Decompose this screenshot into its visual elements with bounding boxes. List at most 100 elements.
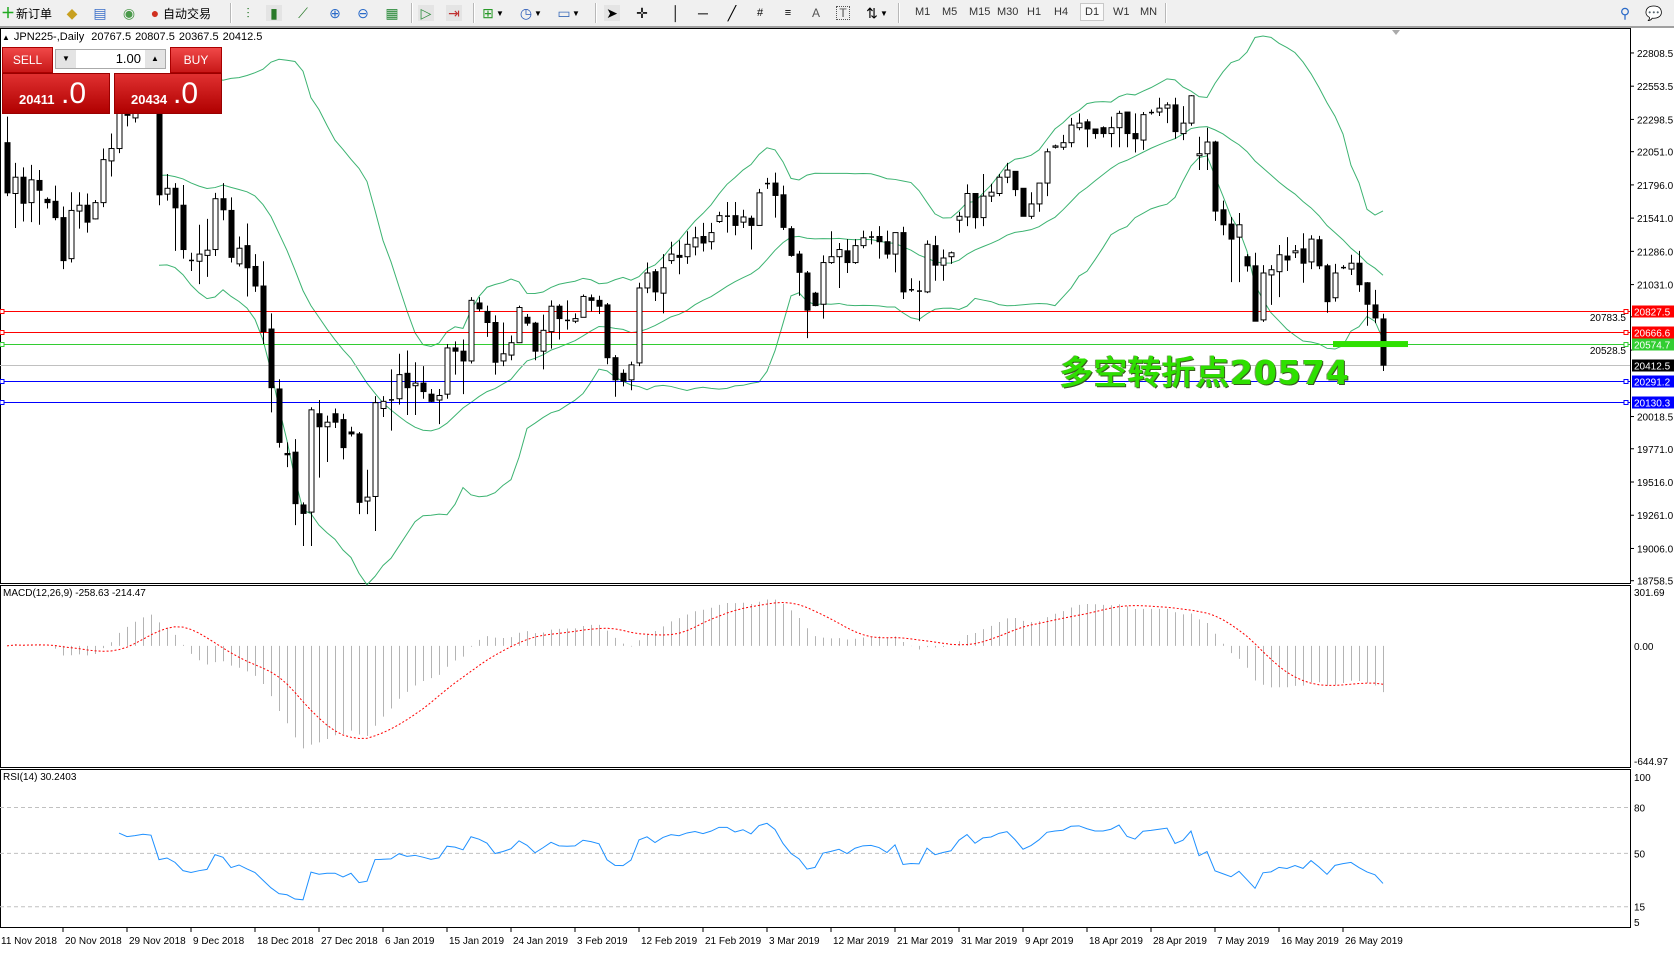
candle: [52, 185, 59, 221]
timeframe-m1[interactable]: M1: [915, 6, 931, 18]
new-chart-button[interactable]: ⊞ ▼: [480, 3, 504, 23]
zoom-in-button[interactable]: ⊕: [327, 3, 343, 23]
channel-button[interactable]: ≡: [780, 3, 796, 23]
candle: [1156, 97, 1163, 116]
level-line-handle: [1623, 330, 1629, 335]
candle-body: [260, 285, 267, 333]
chart-shift-button[interactable]: ⇥: [446, 3, 462, 23]
candle-body: [428, 393, 435, 402]
level-price-label: 20574.7: [1634, 341, 1671, 352]
timeframe-m30[interactable]: M30: [997, 6, 1019, 18]
price-tick-label-bg: [1582, 344, 1627, 357]
candle-body: [1140, 114, 1147, 141]
buy-button[interactable]: BUY: [170, 47, 222, 73]
candle: [284, 442, 291, 468]
candle: [772, 172, 779, 218]
candle-body: [964, 192, 971, 218]
candle-body: [500, 353, 507, 362]
timeframe-h4[interactable]: H4: [1054, 6, 1069, 18]
candle: [172, 183, 179, 251]
open-value: 20767.5: [91, 31, 132, 43]
rsi-tick-label: 15: [1634, 903, 1646, 914]
candle-body: [668, 253, 675, 262]
candle-body: [436, 394, 443, 401]
price-tick-label: 22808.5: [1637, 49, 1674, 60]
sell-price-button[interactable]: 20411 .0: [2, 73, 110, 114]
lot-decrease-button[interactable]: ▼: [56, 50, 76, 68]
timeframe-w1[interactable]: W1: [1113, 6, 1130, 18]
chat-button[interactable]: 💬: [1645, 3, 1662, 23]
autoscroll-button[interactable]: ▷: [418, 3, 434, 23]
toolbar-separator: [595, 3, 597, 23]
new-order-button[interactable]: ＋ 新订单: [0, 3, 52, 23]
collapse-triangle-icon[interactable]: ▲: [2, 33, 10, 42]
candle: [732, 201, 739, 236]
candle-body: [1300, 248, 1307, 264]
toolbar-separator: [411, 3, 413, 23]
candle: [108, 133, 115, 177]
zoom-out-button[interactable]: ⊖: [355, 3, 371, 23]
pivot-annotation-text[interactable]: 多空转折点20574: [1060, 353, 1350, 392]
candle: [356, 431, 363, 515]
level-line-handle: [0, 342, 5, 347]
horizontal-line-button[interactable]: ─: [695, 3, 711, 23]
candle: [836, 243, 843, 288]
lot-size-stepper[interactable]: ▼ 1.00 ▲: [55, 49, 166, 69]
lot-size-input[interactable]: 1.00: [115, 51, 141, 66]
crosshair-button[interactable]: ✛: [634, 3, 650, 23]
bollinger-upper-band: [158, 35, 1384, 348]
sell-button[interactable]: SELL: [2, 47, 53, 73]
candle: [820, 255, 827, 319]
timeframe-m15[interactable]: M15: [969, 6, 991, 18]
templates-button[interactable]: ▭ ▼: [557, 5, 580, 21]
candle-body: [820, 262, 827, 305]
candle-body: [460, 350, 467, 362]
candle-body: [1324, 265, 1331, 303]
lot-increase-button[interactable]: ▲: [145, 50, 165, 68]
candle: [684, 231, 691, 264]
data-window-button[interactable]: ▤: [92, 3, 108, 23]
cursor-button[interactable]: ➤: [604, 3, 620, 23]
buy-price-button[interactable]: 20434 .0: [114, 73, 222, 114]
price-tick-label: 18758.5: [1637, 577, 1674, 588]
candle-body: [172, 187, 179, 209]
market-watch-button[interactable]: ◆: [64, 3, 80, 23]
signals-icon: ◉: [122, 5, 136, 21]
timeframe-d1[interactable]: D1: [1080, 3, 1105, 21]
signals-button[interactable]: ◉: [121, 3, 137, 23]
price-tick-label: 20783.5: [1590, 313, 1627, 324]
candle-body: [412, 382, 419, 387]
search-button[interactable]: ⚲: [1617, 3, 1633, 23]
candle-body: [1092, 128, 1099, 135]
trendline-button[interactable]: ╱: [724, 3, 740, 23]
text-label-button[interactable]: T: [836, 3, 850, 23]
candle: [68, 192, 75, 263]
symbol-label: JPN225-,Daily: [13, 31, 85, 43]
tile-windows-button[interactable]: ▦: [384, 3, 400, 23]
line-chart-icon: ⟋: [298, 5, 308, 21]
timeframe-h1[interactable]: H1: [1027, 6, 1042, 18]
text-button[interactable]: A: [808, 3, 824, 23]
arrows-button[interactable]: ⇅ ▼: [864, 3, 888, 23]
tile-windows-icon: ▦: [385, 5, 399, 21]
candlestick-icon: ▮: [266, 5, 282, 21]
candle: [804, 271, 811, 339]
line-chart-button[interactable]: ⟋: [295, 3, 311, 23]
auto-trading-button[interactable]: ● 自动交易: [147, 3, 211, 23]
candlestick-button[interactable]: ▮: [266, 3, 282, 23]
candle-body: [532, 322, 539, 352]
price-tick-label: 20528.5: [1590, 346, 1627, 357]
candle-body: [612, 357, 619, 381]
timeframe-m5[interactable]: M5: [942, 6, 958, 18]
bar-chart-button[interactable]: ⫶: [240, 3, 256, 23]
periods-button[interactable]: ◷ ▼: [519, 5, 542, 21]
close-value: 20412.5: [222, 31, 263, 43]
vertical-line-button[interactable]: │: [668, 3, 684, 23]
candle-body: [924, 243, 931, 293]
timeframe-mn[interactable]: MN: [1140, 6, 1158, 18]
candle: [780, 185, 787, 230]
one-click-trading-panel: SELL ▼ 1.00 ▲ BUY 20411 .0 20434 .0: [2, 47, 222, 114]
candle-body: [940, 257, 947, 266]
fibonacci-button[interactable]: #: [752, 3, 768, 23]
